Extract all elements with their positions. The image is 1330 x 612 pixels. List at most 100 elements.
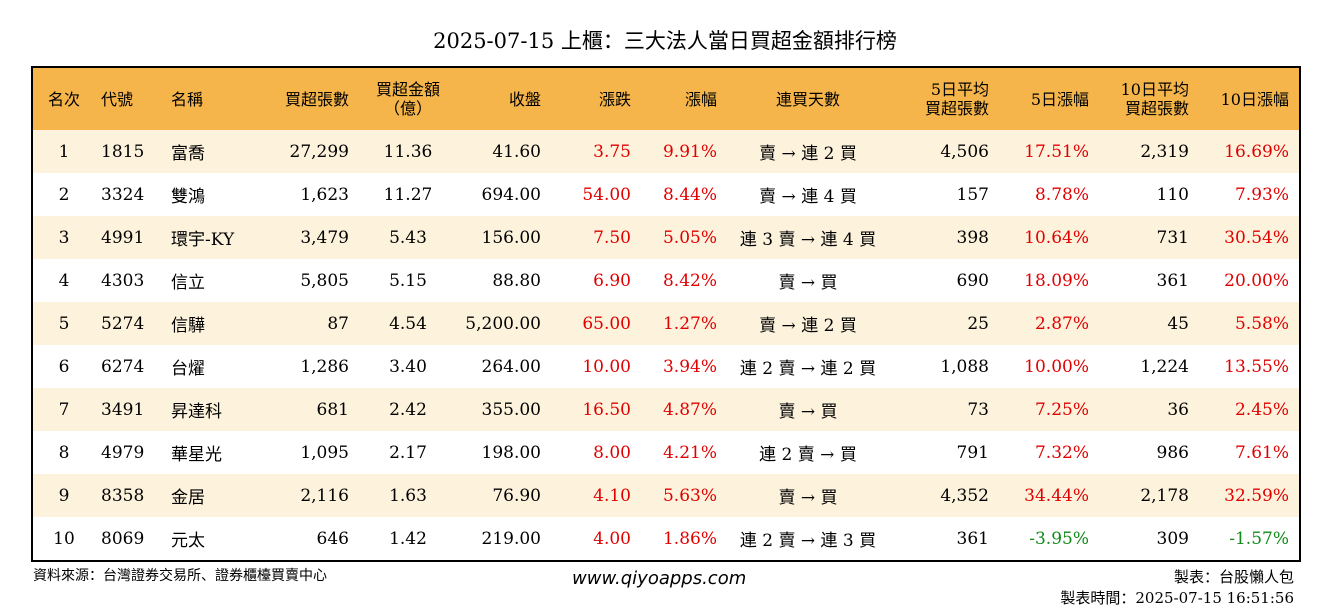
table-row: 9 8358 金居 2,116 1.63 76.90 4.10 5.63% 賣 → 買 4,352… — [33, 474, 1299, 517]
cell-avg10: 110 — [1156, 184, 1189, 205]
cell-code: 8069 — [101, 528, 145, 549]
cell-close: 76.90 — [492, 485, 541, 506]
cell-code: 4979 — [101, 442, 145, 463]
cell-change-pct: 9.91% — [662, 141, 717, 162]
cell-name: 元太 — [171, 531, 205, 551]
cell-name: 信驊 — [171, 316, 205, 336]
cell-rank: 4 — [58, 270, 70, 291]
cell-pct10: 20.00% — [1224, 270, 1289, 291]
cell-buy-amount: 5.43 — [389, 227, 427, 248]
cell-avg10: 2,178 — [1140, 485, 1189, 506]
header-change: 漲跌 — [598, 89, 631, 109]
cell-change: 65.00 — [582, 313, 631, 334]
table-header-row: 名次 代號 名稱 買超張數 買超金額 （億） 收盤 漲跌 漲幅 連買天數 5日平… — [33, 68, 1299, 130]
cell-change-pct: 1.86% — [662, 528, 717, 549]
header-buy-shares: 買超張數 — [284, 89, 349, 109]
site-url: www.qiyoapps.com — [572, 568, 747, 589]
header-avg5: 5日平均 買超張數 — [889, 68, 999, 130]
maker-label: 製表：台股懶人包 — [1173, 568, 1294, 586]
cell-streak: 賣 → 買 — [778, 402, 838, 422]
cell-buy-shares: 1,286 — [300, 356, 349, 377]
cell-avg10: 309 — [1156, 528, 1189, 549]
cell-name: 信立 — [171, 273, 205, 293]
cell-code: 6274 — [101, 356, 145, 377]
cell-close: 198.00 — [481, 442, 541, 463]
cell-name: 金居 — [171, 488, 205, 508]
cell-code: 3324 — [101, 184, 145, 205]
cell-pct10: 16.69% — [1224, 141, 1289, 162]
cell-code: 3491 — [101, 399, 145, 420]
cell-streak: 賣 → 買 — [778, 488, 838, 508]
cell-close: 694.00 — [481, 184, 541, 205]
cell-buy-amount: 1.42 — [389, 528, 427, 549]
cell-pct10: 30.54% — [1224, 227, 1289, 248]
cell-close: 219.00 — [481, 528, 541, 549]
table-row: 10 8069 元太 646 1.42 219.00 4.00 1.86% 連 2 賣 → 連 … — [33, 517, 1299, 560]
table-row: 4 4303 信立 5,805 5.15 88.80 6.90 8.42% 賣 → 買 690 18… — [33, 259, 1299, 302]
cell-buy-amount: 5.15 — [389, 270, 427, 291]
header-pct10: 10日漲幅 — [1220, 89, 1289, 109]
cell-change: 4.00 — [593, 528, 631, 549]
header-avg5-line2: 買超張數 — [924, 99, 989, 118]
cell-change-pct: 8.42% — [662, 270, 717, 291]
cell-change-pct: 1.27% — [662, 313, 717, 334]
cell-streak: 連 3 賣 → 連 4 買 — [739, 230, 877, 250]
cell-change: 6.90 — [593, 270, 631, 291]
cell-change-pct: 5.63% — [662, 485, 717, 506]
cell-avg5: 690 — [956, 270, 989, 291]
cell-change: 10.00 — [582, 356, 631, 377]
cell-avg10: 986 — [1156, 442, 1189, 463]
cell-avg10: 1,224 — [1140, 356, 1189, 377]
cell-change: 8.00 — [593, 442, 631, 463]
table-row: 5 5274 信驊 87 4.54 5,200.00 65.00 1.27% 賣 → 連 2 買… — [33, 302, 1299, 345]
header-code: 代號 — [101, 89, 134, 109]
cell-change: 16.50 — [582, 399, 631, 420]
cell-close: 5,200.00 — [465, 313, 541, 334]
cell-close: 264.00 — [481, 356, 541, 377]
cell-streak: 賣 → 連 2 買 — [759, 316, 857, 336]
cell-name: 華星光 — [171, 445, 222, 465]
cell-pct5: 8.78% — [1034, 184, 1089, 205]
cell-avg5: 791 — [956, 442, 989, 463]
cell-avg5: 4,352 — [940, 485, 989, 506]
cell-change: 4.10 — [593, 485, 631, 506]
cell-pct10: 7.93% — [1234, 184, 1289, 205]
cell-buy-amount: 1.63 — [389, 485, 427, 506]
cell-avg10: 2,319 — [1140, 141, 1189, 162]
cell-rank: 8 — [58, 442, 70, 463]
cell-close: 88.80 — [492, 270, 541, 291]
cell-code: 4303 — [101, 270, 145, 291]
cell-buy-shares: 646 — [316, 528, 349, 549]
cell-streak: 連 2 賣 → 連 2 買 — [739, 359, 877, 379]
cell-change-pct: 4.21% — [662, 442, 717, 463]
cell-buy-shares: 1,623 — [300, 184, 349, 205]
cell-streak: 賣 → 連 2 買 — [759, 144, 857, 164]
cell-code: 5274 — [101, 313, 145, 334]
cell-avg5: 398 — [956, 227, 989, 248]
ranking-table: 名次 代號 名稱 買超張數 買超金額 （億） 收盤 漲跌 漲幅 連買天數 5日平… — [33, 68, 1299, 560]
cell-change: 54.00 — [582, 184, 631, 205]
header-rank: 名次 — [47, 89, 80, 109]
footer-credits: 製表：台股懶人包 製表時間：2025-07-15 16:51:56 — [1060, 567, 1294, 609]
cell-buy-shares: 681 — [316, 399, 349, 420]
cell-avg10: 45 — [1167, 313, 1189, 334]
cell-rank: 3 — [58, 227, 70, 248]
header-change-pct: 漲幅 — [684, 89, 717, 109]
header-avg10: 10日平均 買超張數 — [1099, 68, 1199, 130]
cell-buy-shares: 5,805 — [300, 270, 349, 291]
header-avg10-line2: 買超張數 — [1124, 99, 1189, 118]
cell-avg5: 4,506 — [940, 141, 989, 162]
cell-pct10: -1.57% — [1229, 528, 1289, 549]
header-buy-amount-line2: （億） — [383, 99, 432, 118]
cell-rank: 10 — [53, 528, 75, 549]
header-buy-amount-line1: 買超金額 — [375, 80, 440, 99]
cell-pct10: 2.45% — [1234, 399, 1289, 420]
cell-buy-amount: 2.17 — [389, 442, 427, 463]
header-name: 名稱 — [171, 89, 204, 109]
cell-rank: 7 — [58, 399, 70, 420]
generated-time: 製表時間：2025-07-15 16:51:56 — [1060, 589, 1294, 607]
header-avg5-line1: 5日平均 — [930, 80, 989, 99]
cell-buy-amount: 11.36 — [383, 141, 433, 162]
cell-change-pct: 3.94% — [662, 356, 717, 377]
cell-buy-amount: 3.40 — [389, 356, 427, 377]
